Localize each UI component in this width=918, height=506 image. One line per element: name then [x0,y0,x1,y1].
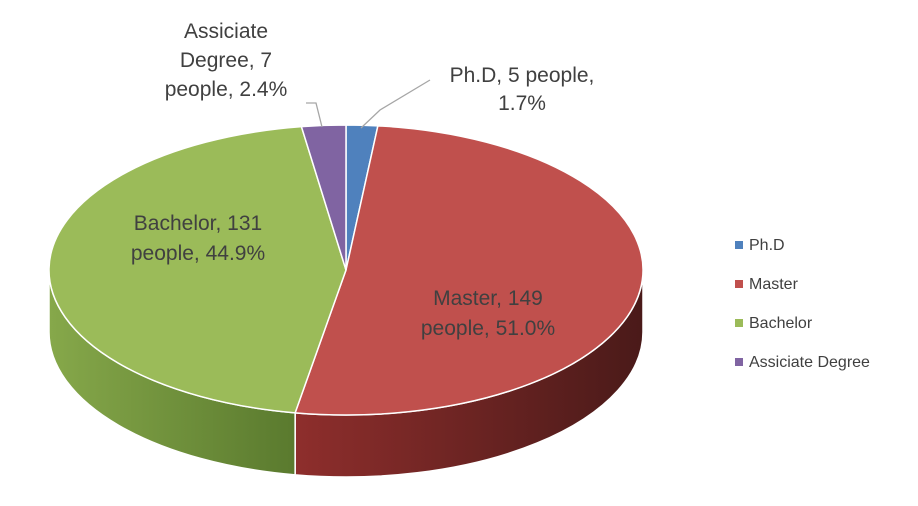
data-label-ph-d: Ph.D, 5 people, 1.7% [450,64,595,115]
legend-swatch [735,241,743,249]
legend-label: Master [749,276,799,293]
legend-swatch [735,280,743,288]
leader-line-assiciate-degree [306,102,323,128]
data-label-bachelor: Bachelor, 131 people, 44.9% [131,212,265,265]
pie-slice-master [294,125,644,416]
legend-label: Bachelor [749,315,813,332]
pie-slices [48,124,644,416]
legend-swatch [735,319,743,327]
leader-line-ph-d [360,79,431,129]
pie-slice-bachelor [48,125,347,414]
legend-label: Ph.D [749,237,785,254]
legend-swatch [735,358,743,366]
data-label-assiciate-degree: Assiciate Degree, 7 people, 2.4% [165,20,288,101]
legend-item-bachelor: Bachelor [735,315,813,332]
pie-slice-assiciate-degree [300,124,347,271]
legend-item-master: Master [735,276,799,293]
legend-item-ph-d: Ph.D [735,237,785,254]
legend: Ph.D Master Bachelor Assiciate Degree [735,237,870,371]
legend-label: Assiciate Degree [749,354,870,371]
legend-item-assiciate-degree: Assiciate Degree [735,354,870,371]
data-labels: Ph.D, 5 people, 1.7% Master, 149 people, 51… [131,20,595,340]
data-label-master: Master, 149 people, 51.0% [421,287,555,340]
